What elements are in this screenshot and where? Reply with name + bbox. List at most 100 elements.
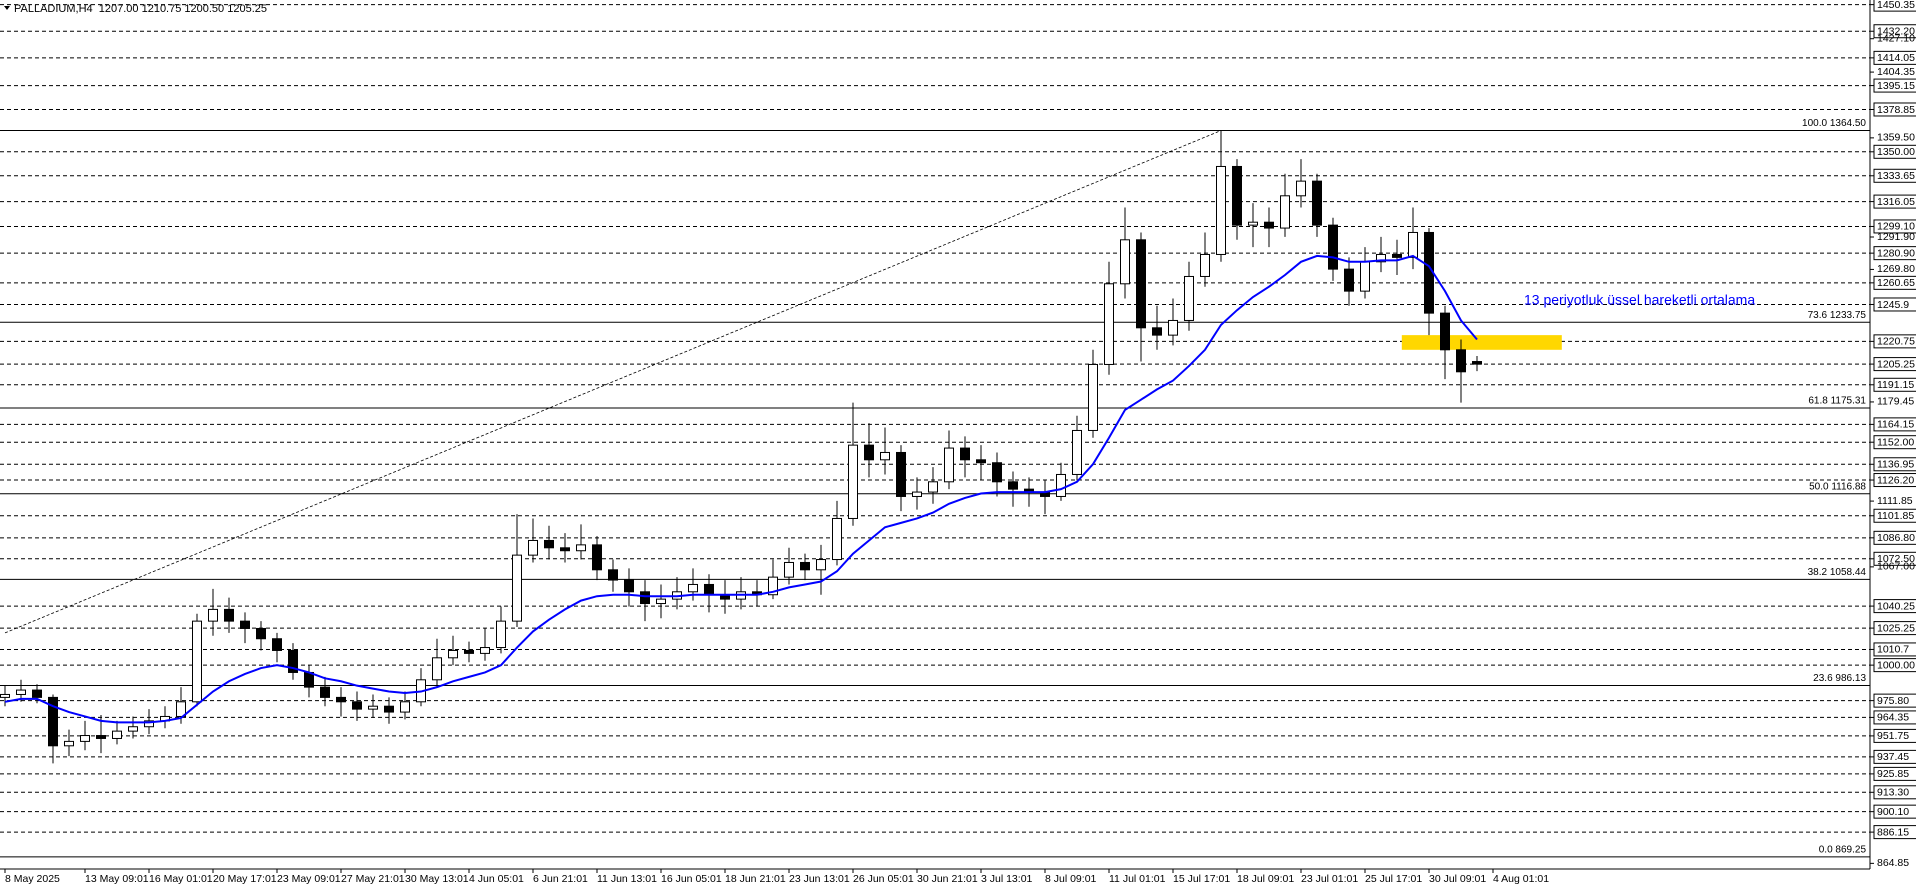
level-label-box [1873,749,1916,764]
level-label-box [1873,377,1916,392]
candle-body [1264,221,1274,229]
candle-body [288,649,298,673]
level-label: 1316.05 [1877,196,1915,208]
candle-body [832,517,842,561]
candle-body [16,689,26,695]
candle-body [624,579,634,593]
x-tick-label: 15 Jul 17:01 [1173,873,1230,885]
candle-body [384,705,394,713]
x-tick-label: 16 May 01:01 [149,873,213,885]
candle-body [112,730,122,739]
level-label-box [1873,334,1916,349]
x-tick-label: 13 May 09:01 [85,873,149,885]
fib-label: 23.6 986.13 [1813,673,1866,684]
x-tick-label: 8 Jul 09:01 [1045,873,1097,885]
x-tick-label: 20 May 17:01 [213,873,277,885]
candle-body [1120,239,1130,285]
candle-body [1136,239,1146,329]
candle-body [1088,363,1098,431]
candle-body [464,649,474,654]
level-label-box [1873,621,1916,636]
level-label-box [1873,785,1916,800]
candle-body [240,620,250,629]
candle-body [800,561,810,571]
level-label: 1126.20 [1877,474,1914,486]
level-label: 1191.15 [1877,379,1914,391]
candle-body [0,693,10,698]
candle-body [544,539,554,549]
level-label-box [1873,102,1916,117]
level-label-box [1873,551,1916,566]
level-label: 1260.65 [1877,277,1915,289]
candle-body [96,735,106,739]
level-label-box [1873,642,1916,657]
candle-body [640,591,650,605]
candle-body [432,657,442,681]
candle-body [224,608,234,622]
level-label-box [1873,219,1916,234]
y-tick-label: 864.85 [1877,857,1909,869]
candle-body [320,686,330,698]
candle-body [448,649,458,659]
level-label-box [1873,246,1916,261]
candle-body [656,598,666,605]
candle-body [1184,275,1194,321]
candle-body [1152,327,1162,336]
x-tick-label: 23 Jun 13:01 [789,873,850,885]
candle-body [768,576,778,596]
trendline [4,130,1222,634]
level-label-box [1873,417,1916,432]
level-label-box [1873,0,1916,12]
candle-body [1344,268,1354,292]
x-tick-label: 23 May 09:01 [277,873,341,885]
candle-body [368,705,378,710]
candle-body [192,620,202,703]
level-label: 1245.9 [1877,299,1909,311]
level-label-box [1873,804,1916,819]
candle-body [1392,253,1402,258]
candle-body [1312,180,1322,226]
x-tick-label: 11 Jul 01:01 [1109,873,1166,885]
candle-body [1360,261,1370,292]
x-tick-label: 3 Jul 13:01 [981,873,1033,885]
level-label: 900.10 [1877,806,1909,818]
candle-body [816,559,826,571]
level-label: 1205.25 [1877,358,1915,370]
level-label: 925.85 [1877,768,1909,780]
candle-body [1200,253,1210,277]
x-tick-label: 23 Jul 01:01 [1301,873,1358,885]
x-tick-label: 26 Jun 05:01 [853,873,914,885]
candle-body [1280,195,1290,229]
level-label: 1010.7 [1877,644,1909,656]
fib-label: 100.0 1364.50 [1802,118,1866,129]
y-tick-label: 1179.45 [1877,396,1914,408]
x-tick-label: 6 Jun 21:01 [533,873,588,885]
level-label: 886.15 [1877,826,1909,838]
level-label: 1299.10 [1877,221,1915,233]
y-tick-label: 1111.85 [1877,495,1913,507]
chart-title: PALLADIUM,H4 1207.00 1210.75 1200.50 120… [14,3,267,15]
candle-body [1168,319,1178,336]
y-tick-label: 1291.90 [1877,231,1915,243]
level-label: 1000.00 [1877,659,1915,671]
level-label-box [1873,297,1916,312]
level-label: 1101.85 [1877,510,1914,522]
candle-body [1232,165,1242,226]
x-tick-label: 30 Jul 09:01 [1429,873,1486,885]
candle-body [608,569,618,581]
level-label-box [1873,194,1916,209]
level-label-box [1873,50,1916,65]
level-label-box [1873,710,1916,725]
level-label: 1450.35 [1877,0,1915,11]
fib-label: 0.0 869.25 [1819,845,1867,856]
fib-label: 61.8 1175.31 [1808,396,1866,407]
candle-body [1008,481,1018,490]
x-tick-label: 18 Jul 09:01 [1237,873,1294,885]
candle-body [928,481,938,493]
candle-body [784,561,794,578]
annotation: 13 periyotluk üssel hareketli ortalama [1524,292,1755,308]
level-label: 1072.50 [1877,553,1915,565]
level-label: 951.75 [1877,730,1909,742]
